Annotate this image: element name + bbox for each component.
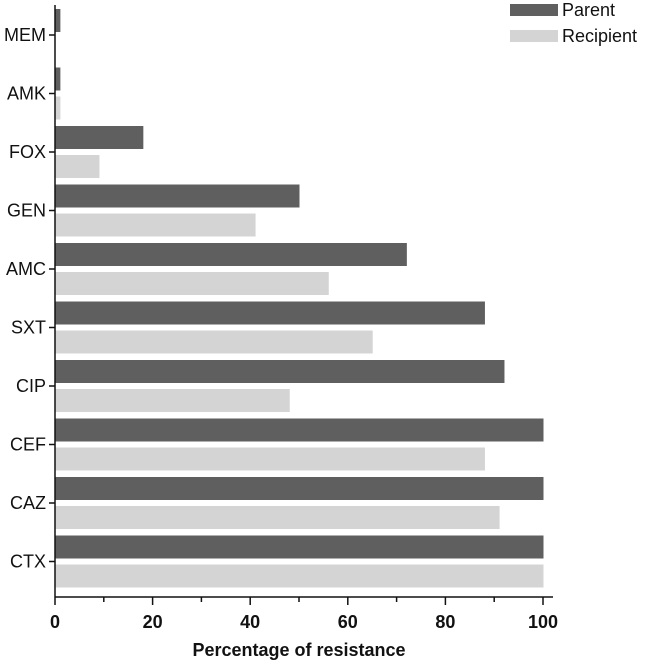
x-tick-label-40: 40 xyxy=(240,612,260,632)
y-tick-label-mem: MEM xyxy=(4,25,46,45)
legend-swatch-recipient xyxy=(510,30,558,42)
y-tick-label-ctx: CTX xyxy=(10,552,46,572)
legend-swatch-parent xyxy=(510,4,558,16)
x-axis: 0 20 40 60 80 100 xyxy=(50,596,558,632)
y-tick-label-cef: CEF xyxy=(10,435,46,455)
bar-parent-cip xyxy=(55,360,505,383)
x-tick-label-60: 60 xyxy=(338,612,358,632)
bar-parent-cef xyxy=(55,418,544,442)
x-tick-label-80: 80 xyxy=(435,612,455,632)
bar-recipient-amk xyxy=(55,96,61,120)
bar-parent-gen xyxy=(55,184,300,208)
y-tick-label-fox: FOX xyxy=(9,142,46,162)
x-axis-title: Percentage of resistance xyxy=(192,640,405,660)
bars-group xyxy=(55,9,544,588)
y-tick-label-amc: AMC xyxy=(6,259,46,279)
bar-parent-caz xyxy=(55,477,544,500)
bar-recipient-ctx xyxy=(55,564,544,588)
y-tick-label-gen: GEN xyxy=(7,201,46,221)
bar-recipient-gen xyxy=(55,213,256,237)
bar-recipient-cef xyxy=(55,447,485,471)
bar-recipient-caz xyxy=(55,506,500,529)
y-tick-label-cip: CIP xyxy=(16,376,46,396)
y-tick-label-amk: AMK xyxy=(7,84,46,104)
x-tick-label-20: 20 xyxy=(143,612,163,632)
x-tick-label-100: 100 xyxy=(528,612,558,632)
bar-parent-fox xyxy=(55,126,144,149)
bar-parent-sxt xyxy=(55,301,485,325)
y-axis: MEM AMK FOX GEN AMC SXT CIP CEF CAZ CTX xyxy=(4,5,56,597)
legend-label-recipient: Recipient xyxy=(562,26,637,46)
bar-parent-mem xyxy=(55,9,61,32)
bar-recipient-amc xyxy=(55,272,329,295)
bar-parent-amc xyxy=(55,243,407,266)
bar-recipient-cip xyxy=(55,389,290,412)
bar-parent-ctx xyxy=(55,535,544,559)
bar-parent-amk xyxy=(55,67,61,91)
legend: Parent Recipient xyxy=(510,0,637,46)
y-tick-label-caz: CAZ xyxy=(10,493,46,513)
bar-recipient-fox xyxy=(55,155,100,178)
y-tick-label-sxt: SXT xyxy=(11,318,46,338)
bar-recipient-sxt xyxy=(55,330,373,354)
x-tick-label-0: 0 xyxy=(50,612,60,632)
legend-label-parent: Parent xyxy=(562,0,615,20)
